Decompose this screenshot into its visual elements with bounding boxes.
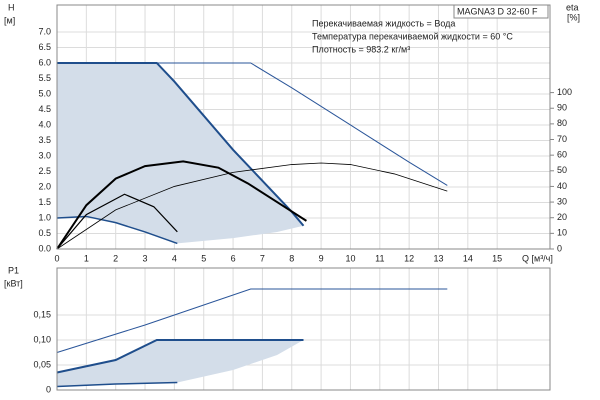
y2-tick-label: 50 [557,165,567,175]
chart-title: MAGNA3 D 32-60 F [457,6,538,16]
plot-frame [56,4,551,250]
annotation: Плотность = 983.2 кг/м³ [312,44,410,54]
x-tick-label: 7 [260,253,265,263]
y-tick-label: 3.5 [38,135,51,145]
y-tick-label: 0.0 [38,243,51,253]
x-tick-label: 4 [172,253,177,263]
annotation: Температура перекачиваемой жидкости = 60… [312,31,513,41]
curve [57,61,305,227]
x-tick-label: 5 [201,253,206,263]
y2-tick-label: 10 [557,228,567,238]
y-tick-label: 2.0 [38,181,51,191]
x-tick-label: 8 [289,253,294,263]
y-tick-label: 6.5 [38,42,51,52]
plot-frame [56,267,551,391]
x-tick-label: 15 [492,253,502,263]
curve [56,215,178,245]
x-tick-label: 10 [345,253,355,263]
curve [56,381,178,388]
efficiency-curve [56,193,178,250]
x-axis-label: Q [м³/ч] [522,253,553,263]
x-tick-label: 14 [463,253,473,263]
y2-axis-label: eta [566,2,579,12]
y-tick-label: 4.5 [38,104,51,114]
x-tick-label: 3 [143,253,148,263]
y-tick-label: 0.5 [38,228,51,238]
y2-tick-label: 90 [557,103,567,113]
y2-tick-label: 100 [557,87,572,97]
y-tick-label: 4.0 [38,119,51,129]
y-tick-label: 3.0 [38,150,51,160]
y-tick-label: 1.5 [38,197,51,207]
y2-tick-label: 20 [557,212,567,222]
y-tick-label: 0,05 [33,359,51,369]
x-tick-label: 12 [404,253,414,263]
efficiency-curve [56,160,307,250]
y2-tick-label: 40 [557,181,567,191]
y-tick-label: 0,10 [33,334,51,344]
x-tick-label: 1 [84,253,89,263]
y-tick-label: 7.0 [38,26,51,36]
y-axis-unit: [кВт] [4,278,23,288]
y-tick-label: 0,15 [33,309,51,319]
y-tick-label: 5.5 [38,73,51,83]
x-tick-label: 2 [113,253,118,263]
y-tick-label: 5.0 [38,88,51,98]
y-tick-label: 2.5 [38,166,51,176]
y2-tick-label: 0 [557,243,562,253]
y-axis-label: H [8,2,15,12]
y-tick-label: 0 [46,384,51,394]
x-tick-label: 13 [433,253,443,263]
efficiency-curve [56,162,448,250]
y-axis-unit: [м] [4,15,15,25]
x-tick-label: 6 [231,253,236,263]
x-tick-label: 0 [54,253,59,263]
y2-tick-label: 80 [557,118,567,128]
curve [56,288,448,353]
curve [57,62,448,186]
x-tick-label: 9 [319,253,324,263]
y-axis-label: P1 [8,265,19,275]
y2-tick-label: 30 [557,196,567,206]
annotation: Перекачиваемая жидкость = Вода [312,18,455,28]
y-tick-label: 6.0 [38,57,51,67]
y2-tick-label: 70 [557,134,567,144]
y2-tick-label: 60 [557,150,567,160]
operating-area [57,62,304,244]
y-tick-label: 1.0 [38,212,51,222]
x-tick-label: 11 [375,253,384,263]
curve [56,339,304,374]
operating-area [57,340,304,387]
title-box [453,4,549,19]
y2-axis-unit: [%] [567,12,580,22]
